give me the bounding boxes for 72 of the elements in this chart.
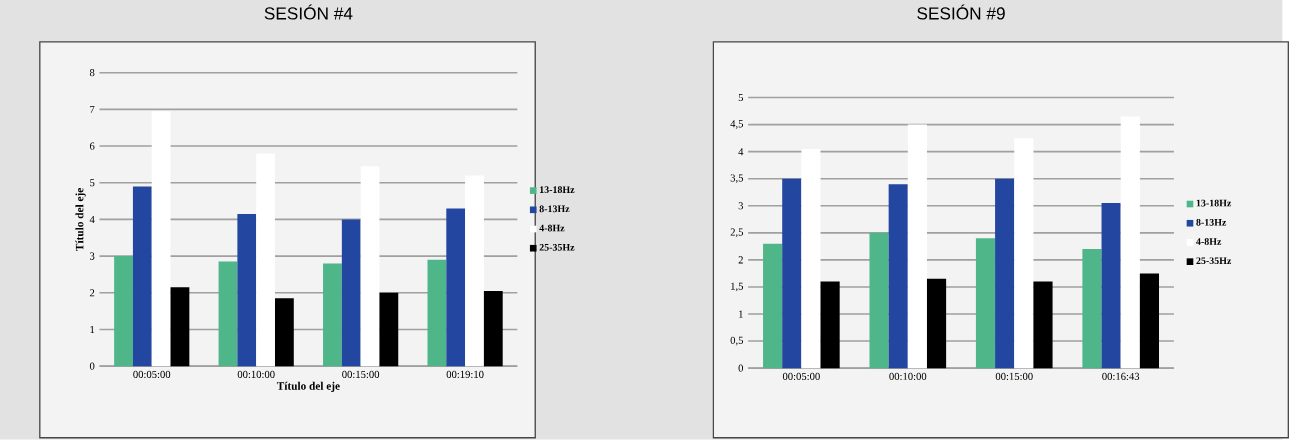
bar: [446, 208, 466, 367]
legend-label: 8-13Hz: [539, 205, 570, 213]
legend-label: 25-35Hz: [539, 244, 575, 251]
bar: [151, 111, 171, 367]
y-tick-label: 0,5: [730, 336, 744, 346]
bar: [465, 175, 484, 367]
bar: [995, 178, 1015, 369]
bar: [801, 149, 821, 369]
y-tick-label: 5: [90, 179, 95, 187]
y-tick-label: 4: [89, 216, 95, 224]
x-tick-label: 00:05:00: [782, 372, 820, 381]
bar: [926, 278, 947, 369]
y-tick-label: 2: [89, 289, 95, 297]
y-tick-label: 1: [90, 326, 95, 334]
y-tick-label: 6: [89, 142, 95, 150]
x-tick-label: 00:10:00: [237, 370, 275, 379]
bar: [237, 214, 257, 367]
legend-label: 8-13Hz: [1196, 219, 1227, 226]
bar: [1014, 138, 1034, 369]
bar: [782, 178, 802, 369]
bar: [132, 186, 152, 367]
y-tick-label: 2,5: [730, 228, 744, 238]
y-tick-label: 5: [738, 94, 744, 102]
y-tick-label: 3: [90, 252, 95, 260]
x-tick-label: 00:15:00: [995, 372, 1033, 381]
bar: [888, 184, 908, 369]
bar: [1101, 203, 1121, 369]
bar: [820, 281, 840, 369]
y-tick-label: 0: [89, 362, 95, 370]
legend-label: 4-8Hz: [1196, 238, 1222, 245]
y-tick-label: 0: [738, 364, 744, 372]
bar: [907, 124, 927, 369]
x-tick-label: 00:19:10: [446, 370, 484, 379]
x-tick-label: 00:15:00: [342, 370, 380, 379]
x-tick-label: 00:16:43: [1102, 372, 1140, 381]
x-axis-title: Título del eje: [276, 381, 340, 393]
bar: [341, 219, 361, 367]
chart-title: SESIÓN #4: [264, 4, 353, 20]
y-axis-title: Título del eje: [75, 188, 86, 251]
bar: [427, 259, 447, 367]
legend-label: 13-18Hz: [540, 186, 575, 194]
y-tick-label: 1,5: [731, 282, 744, 292]
bar: [218, 261, 238, 367]
y-tick-label: 3: [738, 202, 744, 210]
legend-label: 4-8Hz: [539, 224, 565, 232]
y-tick-label: 2: [738, 256, 743, 264]
bar: [975, 238, 996, 369]
bar: [170, 287, 190, 367]
legend-label: 13-18Hz: [1196, 199, 1232, 207]
y-tick-label: 7: [90, 106, 95, 113]
bar: [379, 292, 399, 367]
y-tick-label: 1: [739, 310, 743, 318]
y-tick-label: 4,5: [730, 120, 744, 130]
bar: [483, 291, 503, 367]
y-tick-label: 8: [89, 69, 95, 77]
bar: [1082, 249, 1102, 369]
y-tick-label: 3,5: [730, 174, 744, 184]
bar: [274, 298, 294, 367]
chart-title: SESIÓN #9: [917, 4, 1005, 20]
bar: [1120, 116, 1140, 369]
bar: [323, 263, 342, 367]
y-tick-label: 4: [738, 148, 744, 156]
bar: [1139, 273, 1160, 369]
bar: [256, 153, 275, 367]
x-tick-label: 00:10:00: [889, 372, 927, 381]
legend-label: 25-35Hz: [1196, 257, 1232, 265]
bar: [360, 166, 380, 367]
bar: [763, 243, 783, 369]
bar: [869, 232, 889, 369]
x-tick-label: 00:05:00: [133, 370, 171, 379]
bar: [1033, 281, 1053, 369]
bar: [114, 256, 133, 367]
